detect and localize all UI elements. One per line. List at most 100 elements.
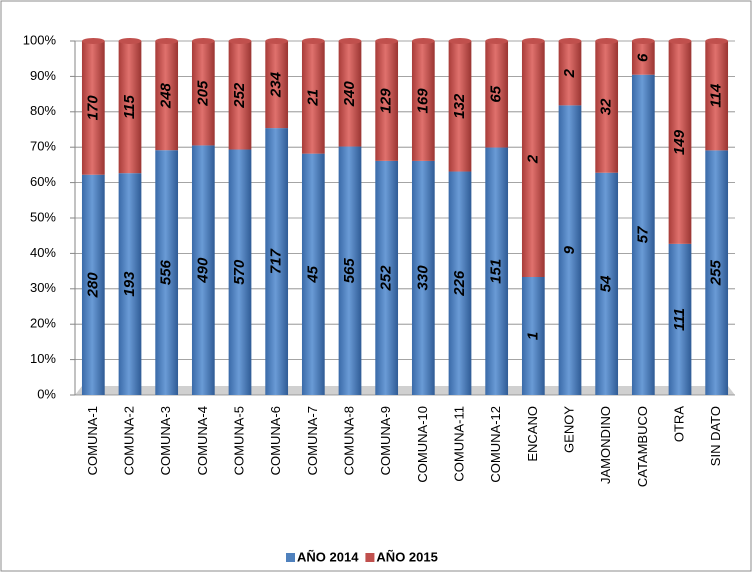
bar-segment — [265, 128, 289, 395]
x-tick-label: COMUNA-6 — [268, 406, 283, 475]
bar-cap — [155, 38, 179, 44]
bar-segment — [118, 41, 142, 174]
y-tick-label: 20% — [30, 316, 56, 331]
x-tick-label: ENCANO — [525, 406, 540, 462]
bar-cap — [191, 38, 215, 44]
data-label: 151 — [488, 259, 505, 284]
data-label: 330 — [414, 265, 431, 291]
bar-segment — [705, 150, 729, 395]
bar-cap — [595, 38, 619, 44]
bar-cap — [485, 38, 509, 44]
bar-segment — [558, 41, 582, 106]
bar-cap — [375, 38, 399, 44]
data-label: 45 — [304, 265, 321, 283]
bar-segment — [448, 171, 472, 395]
bar-segment — [191, 41, 215, 146]
data-label: 32 — [598, 98, 615, 115]
bar-segment — [155, 41, 179, 151]
y-tick-label: 90% — [30, 68, 56, 83]
bar-segment — [375, 41, 399, 161]
y-tick-label: 60% — [30, 174, 56, 189]
bar-segment — [595, 41, 619, 173]
y-tick-label: 80% — [30, 103, 56, 118]
y-tick-label: 0% — [37, 386, 56, 401]
data-label: 280 — [84, 272, 101, 299]
legend-swatch — [286, 553, 295, 562]
data-label: 252 — [378, 265, 395, 292]
bar-segment — [228, 41, 252, 150]
bar-cap — [448, 38, 472, 44]
data-label: 111 — [671, 308, 688, 331]
x-tick-label: COMUNA-3 — [158, 406, 173, 475]
data-label: 556 — [158, 259, 175, 285]
data-label: 234 — [268, 71, 285, 98]
data-label: 717 — [268, 248, 285, 274]
legend-label: AÑO 2014 — [297, 549, 359, 564]
x-tick-label: COMUNA-8 — [341, 406, 356, 475]
x-tick-label: JAMONDINO — [598, 406, 613, 484]
data-label: 149 — [671, 129, 688, 155]
bar-segment — [631, 41, 655, 75]
data-label: 248 — [158, 82, 175, 109]
bar-segment — [155, 150, 179, 395]
x-tick-label: COMUNA-4 — [195, 406, 210, 475]
data-label: 255 — [708, 260, 725, 287]
x-tick-label: COMUNA-10 — [415, 406, 430, 483]
data-label: 170 — [84, 95, 101, 121]
data-label: 129 — [378, 88, 395, 114]
bar-segment — [558, 105, 582, 395]
data-label: 169 — [414, 88, 431, 114]
bar-cap — [301, 38, 325, 44]
bar-segment — [411, 41, 435, 161]
bar-segment — [668, 243, 692, 395]
y-tick-label: 100% — [23, 32, 57, 47]
data-label: 65 — [488, 85, 505, 102]
x-tick-label: OTRA — [671, 406, 686, 442]
data-label: 132 — [451, 93, 468, 119]
x-tick-label: COMUNA-7 — [305, 406, 320, 475]
bar-cap — [521, 38, 545, 44]
bar-cap — [338, 38, 362, 44]
data-label: 205 — [194, 80, 211, 107]
data-label: 226 — [451, 270, 468, 297]
y-tick-label: 50% — [30, 209, 56, 224]
bar-segment — [81, 174, 105, 395]
x-tick-label: CATAMBUCO — [635, 406, 650, 487]
bar-segment — [411, 160, 435, 395]
bar-segment — [631, 74, 655, 395]
data-label: 252 — [231, 82, 248, 109]
bar-cap — [118, 38, 142, 44]
bar-segment — [301, 153, 325, 395]
bar-cap — [705, 38, 729, 44]
data-label: 114 — [708, 83, 725, 108]
bar-cap — [558, 38, 582, 44]
data-label: 2 — [561, 68, 578, 78]
data-label: 6 — [634, 53, 651, 62]
y-tick-label: 70% — [30, 139, 56, 154]
x-tick-label: COMUNA-11 — [451, 406, 466, 482]
y-tick-label: 40% — [30, 245, 56, 260]
legend-label: AÑO 2015 — [376, 549, 437, 564]
x-tick-label: COMUNA-5 — [231, 406, 246, 475]
bar-segment — [265, 41, 289, 129]
data-label: 9 — [561, 245, 578, 254]
y-tick-label: 30% — [30, 280, 56, 295]
x-tick-label: COMUNA-2 — [121, 406, 136, 475]
bar-segment — [595, 172, 619, 395]
bar-segment — [668, 41, 692, 244]
bar-segment — [191, 145, 215, 395]
bar-cap — [631, 38, 655, 44]
data-label: 57 — [634, 226, 651, 243]
legend-swatch — [365, 553, 375, 562]
x-tick-label: COMUNA-9 — [378, 406, 393, 475]
data-label: 193 — [121, 271, 138, 297]
bar-segment — [521, 277, 545, 395]
data-label: 115 — [121, 94, 138, 119]
bar-cap — [228, 38, 252, 44]
bar-segment — [301, 41, 325, 154]
data-label: 565 — [341, 258, 358, 284]
data-label: 240 — [341, 81, 358, 108]
bar-segment — [118, 173, 142, 395]
bar-segment — [521, 41, 545, 277]
